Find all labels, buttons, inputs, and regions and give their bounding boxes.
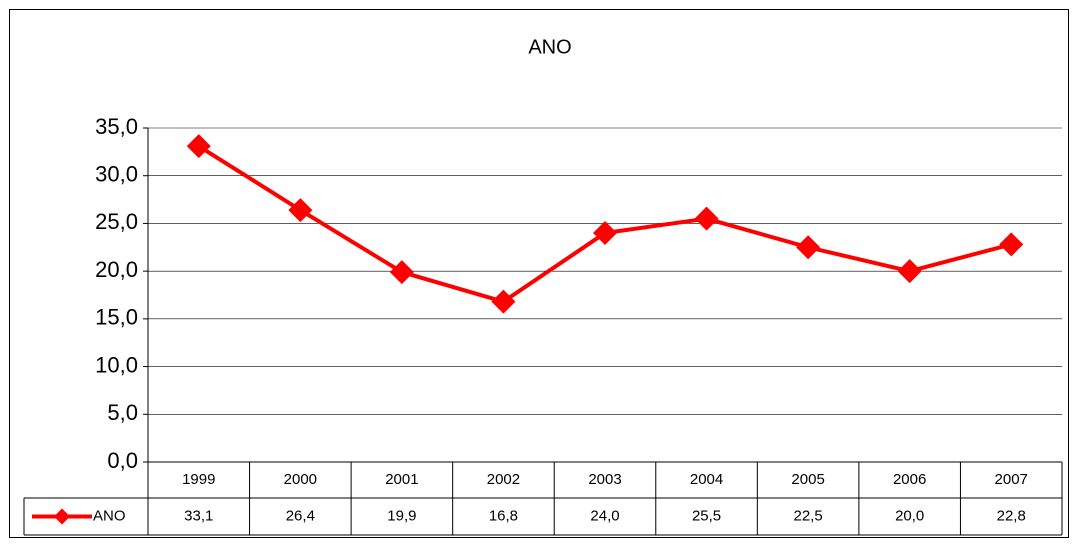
value-label: 26,4 — [286, 507, 315, 524]
x-tick-label: 2005 — [791, 471, 824, 488]
y-tick-label: 25,0 — [95, 209, 138, 234]
x-tick-label: 2003 — [588, 471, 621, 488]
marker — [999, 232, 1024, 257]
chart-border — [9, 9, 1069, 538]
chart-title: ANO — [528, 36, 571, 58]
value-label: 33,1 — [184, 507, 213, 524]
value-label: 16,8 — [489, 507, 518, 524]
y-tick-label: 15,0 — [95, 305, 138, 330]
value-label: 22,5 — [794, 507, 823, 524]
legend-label: ANO — [93, 507, 126, 524]
y-tick-label: 10,0 — [95, 352, 138, 377]
y-tick-label: 20,0 — [95, 257, 138, 282]
value-label: 19,9 — [387, 507, 416, 524]
marker — [389, 260, 414, 285]
marker — [491, 289, 516, 314]
value-label: 24,0 — [590, 507, 619, 524]
marker — [288, 198, 313, 223]
x-tick-label: 2002 — [487, 471, 520, 488]
x-tick-label: 2004 — [690, 471, 723, 488]
value-label: 25,5 — [692, 507, 721, 524]
x-tick-label: 1999 — [182, 471, 215, 488]
value-label: 20,0 — [895, 507, 924, 524]
legend-marker — [54, 508, 70, 525]
marker — [796, 235, 821, 260]
y-tick-label: 0,0 — [107, 448, 138, 473]
value-label: 22,8 — [997, 507, 1026, 524]
marker — [593, 220, 617, 245]
marker — [186, 134, 211, 159]
x-tick-label: 2006 — [893, 471, 926, 488]
x-tick-label: 2000 — [284, 471, 317, 488]
y-tick-label: 5,0 — [107, 400, 138, 425]
x-tick-label: 2007 — [995, 471, 1028, 488]
marker — [897, 259, 922, 284]
y-tick-label: 30,0 — [95, 162, 138, 187]
y-tick-label: 35,0 — [95, 114, 138, 139]
marker — [694, 206, 719, 231]
x-tick-label: 2001 — [385, 471, 418, 488]
